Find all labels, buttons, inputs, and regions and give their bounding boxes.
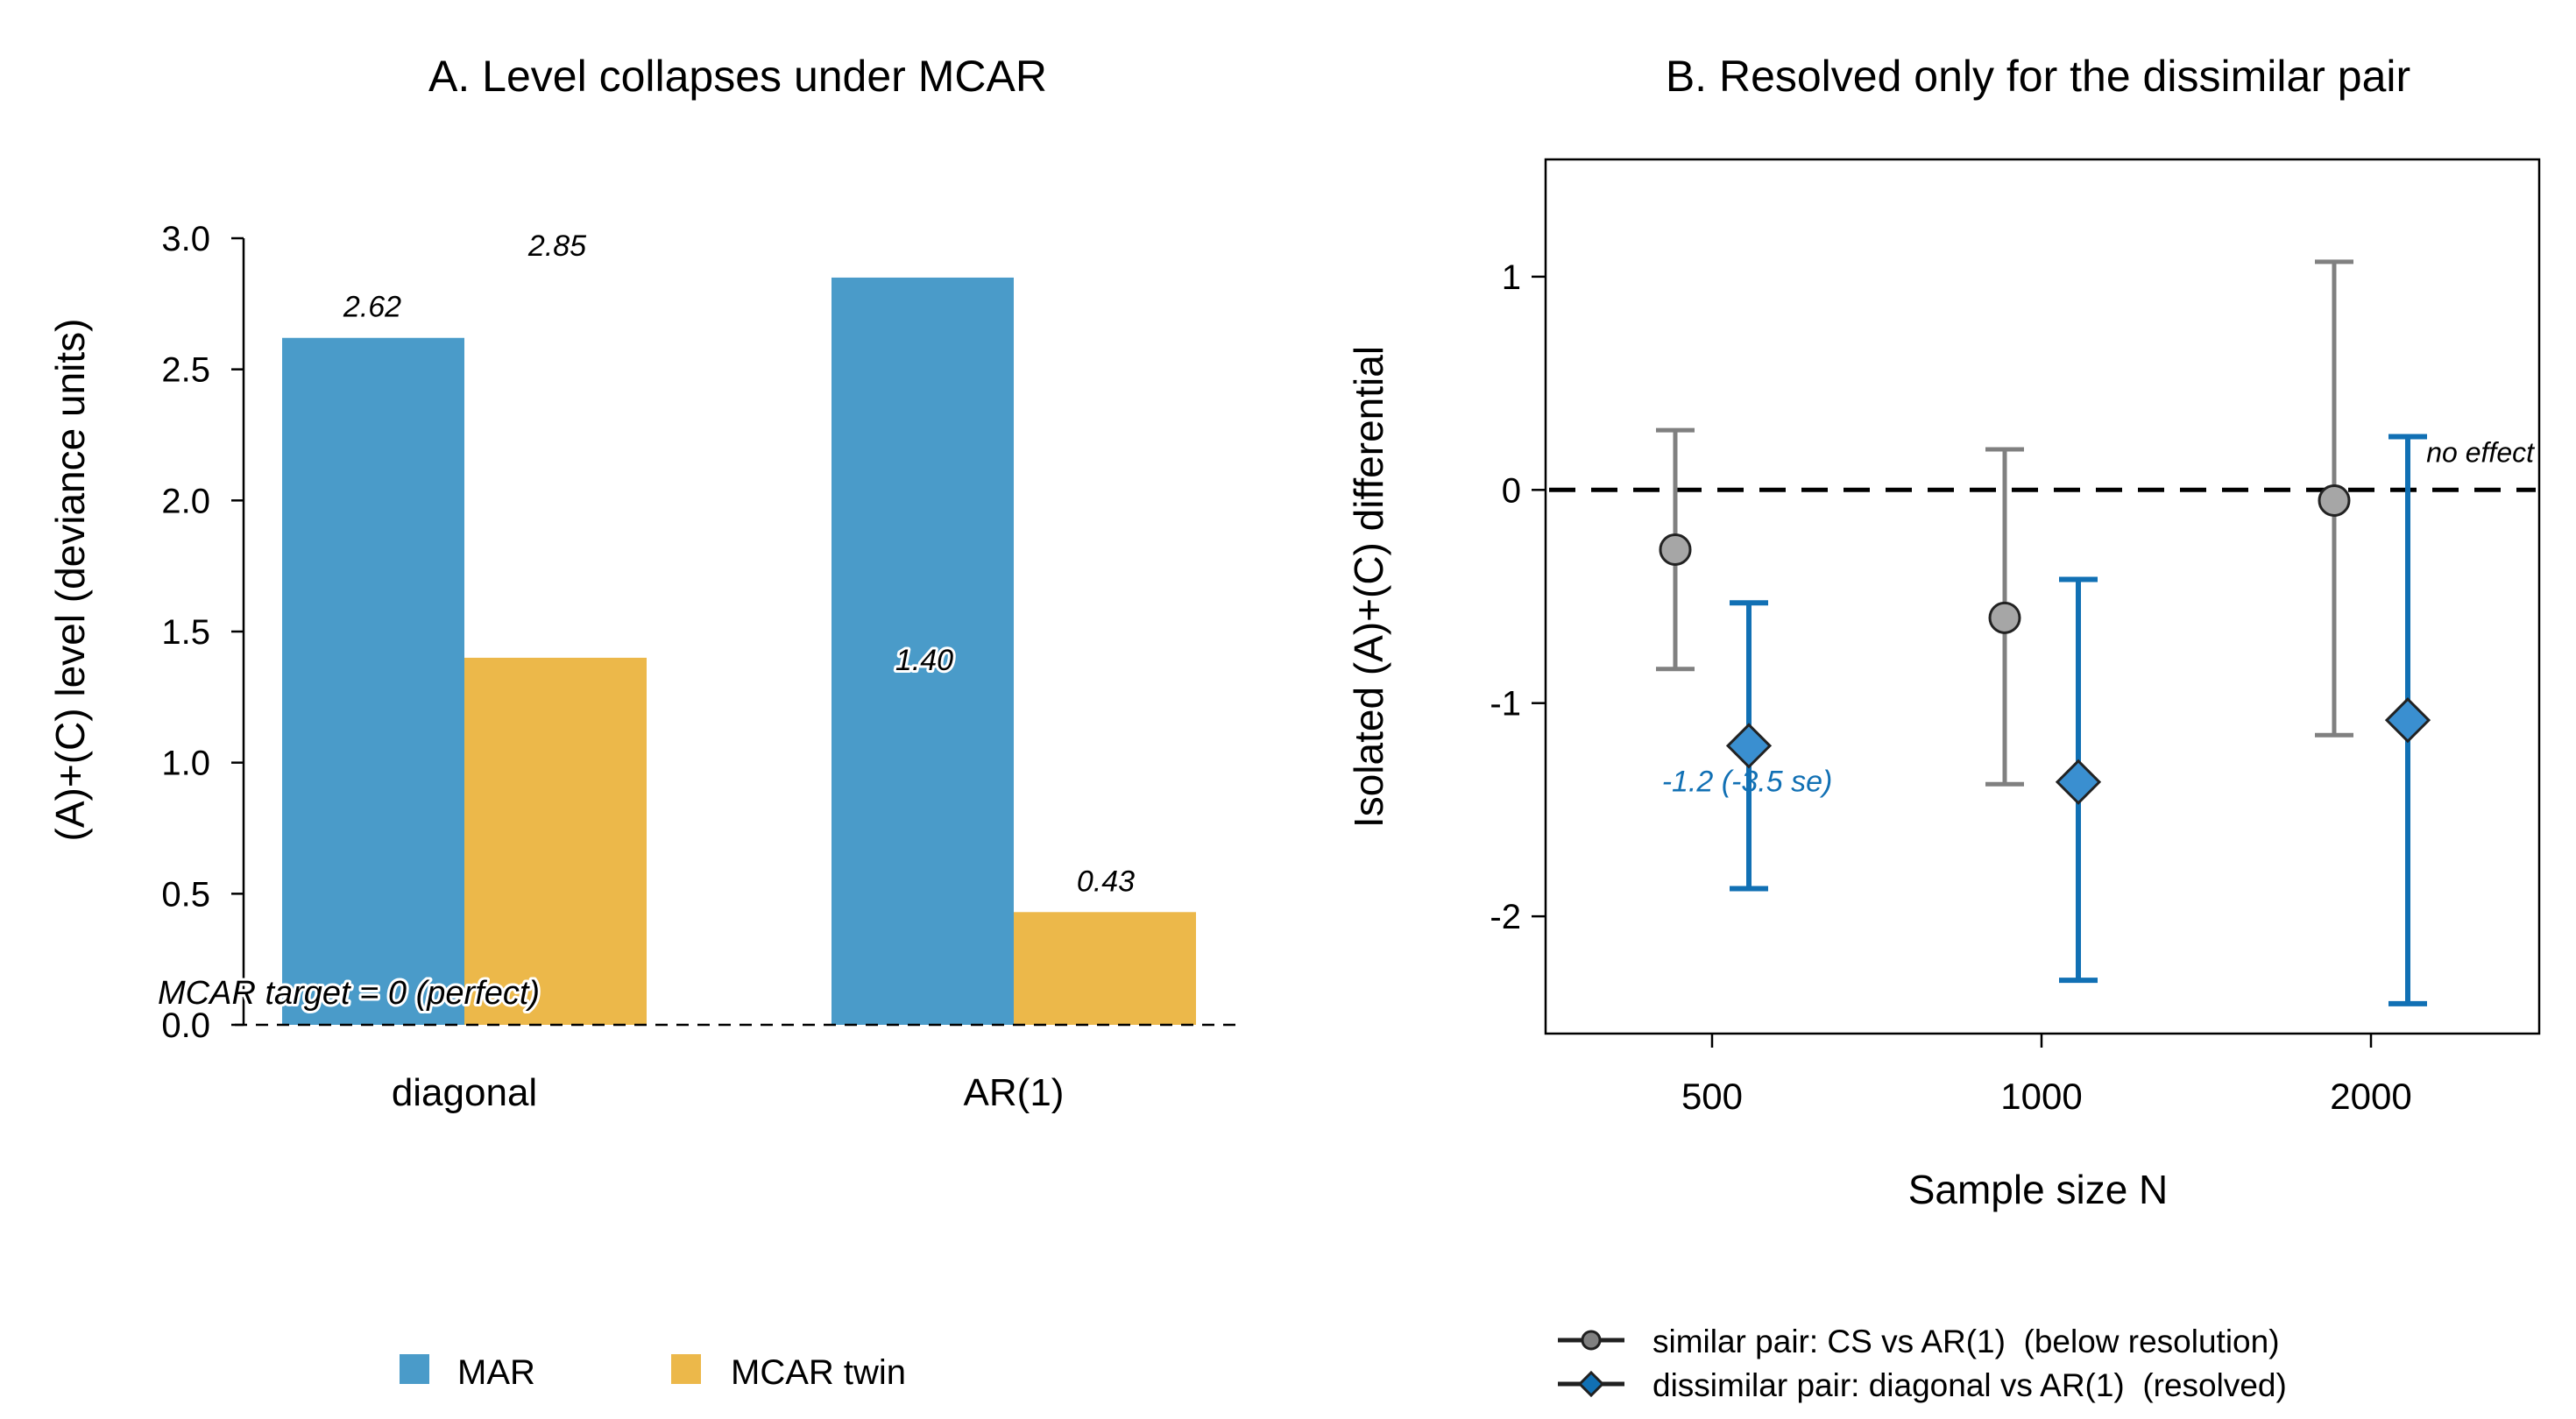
panel-a-value-label: 1.40 [895,644,953,677]
panel-a-category-labels: diagonal AR(1) [392,1071,1065,1114]
panel-a-value-label: 2.62 [343,291,401,324]
panel-a-reference-label: MCAR target = 0 (perfect) [158,975,540,1012]
panel-a-y-tick-label: 1.5 [161,613,210,652]
panel-b-reference-label: no effect [2426,436,2535,468]
legend-swatch-mar [400,1354,429,1384]
panel-b-plot-frame [1544,158,2541,1035]
point-dissimilar-2 [2384,697,2431,744]
point-dissimilar-1 [2055,759,2102,805]
panel-a-title: A. Level collapses under MCAR [428,52,1047,101]
legend-item-similar-pair: similar pair: CS vs AR(1) (below resolut… [1558,1324,2280,1359]
panel-b: B. Resolved only for the dissimilar pair… [1346,52,2541,1403]
bar-mcar-twin-1 [1014,912,1196,1025]
legend-label-mcar-twin: MCAR twin [731,1353,906,1392]
legend-item-dissimilar-pair: dissimilar pair: diagonal vs AR(1) (reso… [1558,1367,2287,1403]
panel-b-y-tick-label: -2 [1490,898,1521,936]
panel-a-bars [282,277,1196,1025]
panel-a-value-label: 0.43 [1077,865,1135,898]
panel-a-y-axis-label: (A)+(C) level (deviance units) [47,319,93,842]
panel-a-y-tick-label: 0.5 [161,875,210,914]
panel-b-x-axis-label: Sample size N [1908,1167,2169,1212]
panel-b-legend: similar pair: CS vs AR(1) (below resolut… [1558,1324,2287,1403]
panel-b-x-tick-label: 1000 [2000,1076,2082,1117]
legend-item-mcar-twin: MCAR twin [671,1353,906,1392]
point-similar-0 [1659,533,1692,566]
legend-marker-dissimilar-pair [1577,1370,1605,1398]
panel-a-value-label: 2.85 [527,229,586,263]
panel-a-y-tick-label: 0.0 [161,1006,210,1045]
bar-mar-1 [832,277,1014,1025]
panel-b-x-ticks: 500 1000 2000 [1681,1034,2412,1117]
legend-label-similar-pair: similar pair: CS vs AR(1) (below resolut… [1652,1324,2280,1359]
legend-swatch-mcar-twin [671,1354,701,1384]
panel-a-value-labels: 2.62 2.85 1.40 0.43 [343,229,1135,898]
panel-b-x-tick-label: 2000 [2330,1076,2411,1117]
panel-a-y-tick-label: 2.0 [161,482,210,520]
panel-b-y-tick-label: -1 [1490,685,1521,724]
point-dissimilar-0 [1725,723,1773,769]
panel-a-category-label: AR(1) [964,1071,1065,1114]
panel-a-category-label: diagonal [392,1071,537,1114]
panel-a-legend: MAR MCAR twin [400,1353,906,1392]
panel-a-y-ticks: 0.0 0.5 1.0 1.5 2.0 2.5 3.0 [161,220,244,1045]
panel-a-y-tick-label: 3.0 [161,220,210,258]
panel-a: A. Level collapses under MCAR (A)+(C) le… [47,52,1235,1392]
panel-b-x-tick-label: 500 [1681,1076,1743,1117]
panel-a-y-tick-label: 2.5 [161,351,210,390]
panel-b-series [1656,259,2431,1006]
panel-b-y-tick-label: 1 [1502,258,1521,297]
legend-label-mar: MAR [457,1353,535,1392]
panel-b-y-ticks: -2 -1 0 1 [1490,258,1546,936]
panel-b-annotation: -1.2 (-3.5 se) [1662,765,1833,798]
panel-b-title: B. Resolved only for the dissimilar pair [1666,52,2410,101]
point-similar-2 [2318,484,2351,517]
legend-marker-similar-pair [1581,1330,1602,1351]
panel-b-y-axis-label: Isolated (A)+(C) differential [1346,346,1391,828]
legend-label-dissimilar-pair: dissimilar pair: diagonal vs AR(1) (reso… [1652,1367,2287,1403]
bar-mcar-twin-0 [464,657,647,1025]
bar-mar-0 [282,337,464,1025]
point-similar-1 [1988,601,2021,634]
legend-item-mar: MAR [400,1353,535,1392]
panel-b-y-tick-label: 0 [1502,471,1521,510]
panel-a-y-tick-label: 1.0 [161,745,210,783]
